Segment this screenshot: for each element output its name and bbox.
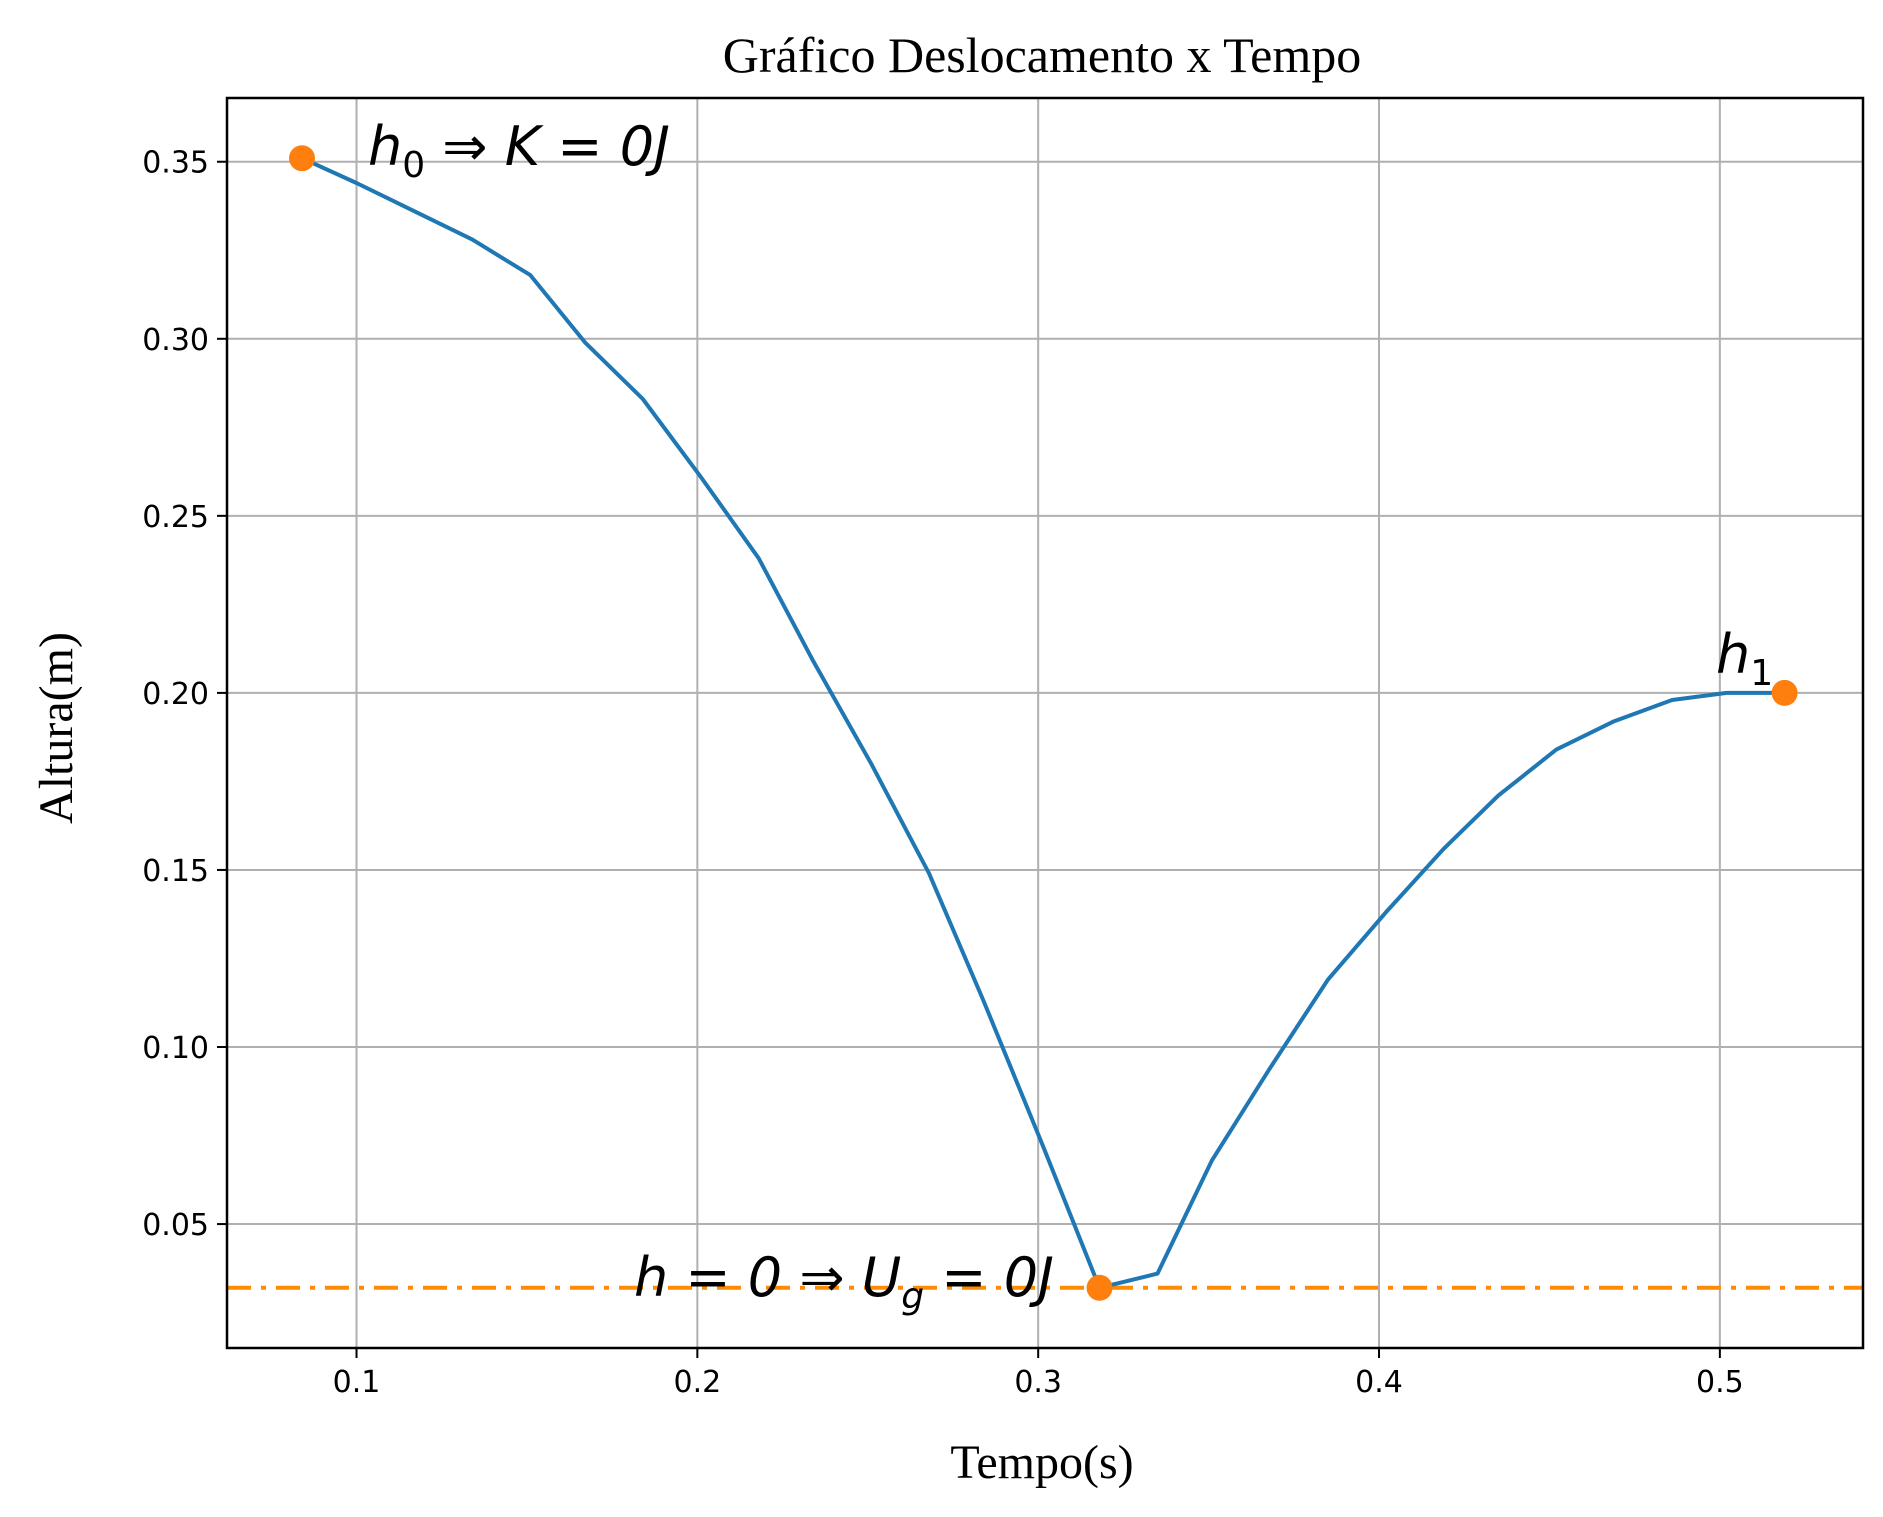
annotation-h0: h0 ⇒ K = 0J <box>368 115 670 186</box>
point-marker <box>1771 679 1798 706</box>
y-tick-label: 0.15 <box>142 854 209 889</box>
chart-title: Gráfico Deslocamento x Tempo <box>723 27 1361 83</box>
y-tick-label: 0.35 <box>142 146 209 181</box>
y-tick-label: 0.05 <box>142 1208 209 1243</box>
y-ticks: 0.05 0.10 0.15 0.20 0.25 0.30 0.35 <box>142 146 227 1243</box>
annotation-h-zero-main: h = 0 ⇒ U <box>634 1246 901 1309</box>
x-tick-label: 0.5 <box>1696 1365 1744 1400</box>
y-tick-label: 0.30 <box>142 323 209 358</box>
annotation-h1: h1 <box>1716 623 1773 694</box>
point-marker <box>288 145 315 172</box>
annotation-h-zero-rest: = 0J <box>924 1246 1054 1309</box>
x-tick-label: 0.4 <box>1355 1365 1403 1400</box>
annotation-h0-rest: ⇒ K = 0J <box>425 115 670 178</box>
x-tick-label: 0.1 <box>333 1365 381 1400</box>
x-ticks: 0.1 0.2 0.3 0.4 0.5 <box>333 1348 1744 1400</box>
x-grid-lines <box>355 98 1721 1348</box>
annotation-h0-subscript: 0 <box>402 145 425 186</box>
y-tick-label: 0.20 <box>142 677 209 712</box>
y-grid-lines <box>227 160 1863 1226</box>
annotation-h-zero: h = 0 ⇒ Ug = 0J <box>634 1246 1054 1317</box>
marker-layer <box>288 145 1798 1301</box>
annotation-h-zero-subscript: g <box>901 1276 924 1317</box>
x-tick-label: 0.2 <box>673 1365 721 1400</box>
y-axis-label: Altura(m) <box>30 632 83 824</box>
axes-frame <box>225 96 1865 1350</box>
point-marker <box>1086 1274 1113 1301</box>
series-layer <box>301 156 1785 1290</box>
x-tick-label: 0.3 <box>1014 1365 1062 1400</box>
x-axis-label: Tempo(s) <box>950 1436 1133 1489</box>
height-series-line <box>301 156 1785 1290</box>
annotation-h1-symbol: h <box>1716 623 1750 686</box>
annotation-h1-subscript: 1 <box>1750 653 1773 694</box>
y-tick-label: 0.25 <box>142 500 209 535</box>
annotation-h0-symbol: h <box>368 115 402 178</box>
y-tick-label: 0.10 <box>142 1031 209 1066</box>
